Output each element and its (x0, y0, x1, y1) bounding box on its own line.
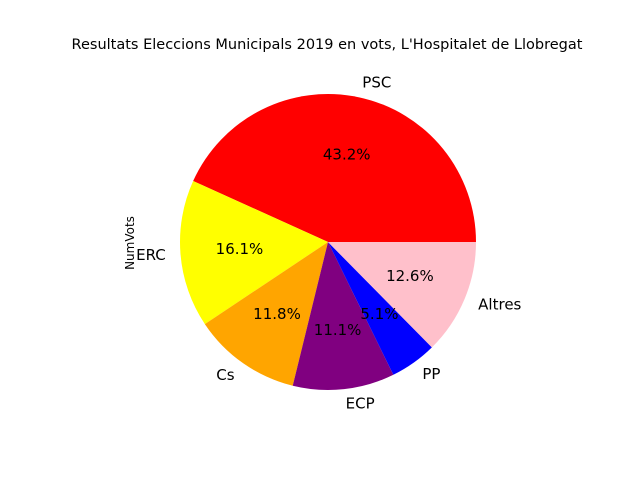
slice-percent-ecp: 11.1% (314, 321, 362, 339)
slice-percent-psc: 43.2% (323, 146, 371, 164)
slice-percent-altres: 12.6% (386, 267, 434, 285)
pie-slice-pp (328, 242, 432, 375)
pie-labels: PSC 43.2% ERC 16.1% Cs 11.8% ECP 11.1% PP 5.1% Alt… (136, 73, 521, 412)
pie-slice-altres (328, 242, 476, 348)
slice-label-psc: PSC (362, 73, 391, 91)
y-axis-label: NumVots (123, 216, 137, 270)
pie-slice-ecp (292, 242, 394, 390)
slice-percent-pp: 5.1% (360, 305, 398, 323)
slice-label-altres: Altres (478, 295, 521, 313)
slice-percent-cs: 11.8% (253, 305, 301, 323)
pie-slices (180, 93, 476, 390)
pie-slice-erc (180, 181, 328, 325)
chart-title: Resultats Eleccions Municipals 2019 en v… (72, 37, 583, 53)
pie-slice-psc (193, 93, 476, 242)
slice-percent-erc: 16.1% (216, 240, 264, 258)
pie-slice-cs (204, 242, 328, 386)
slice-label-ecp: ECP (346, 394, 375, 412)
slice-label-pp: PP (422, 365, 440, 383)
slice-label-cs: Cs (216, 366, 234, 384)
slice-label-erc: ERC (136, 246, 166, 264)
